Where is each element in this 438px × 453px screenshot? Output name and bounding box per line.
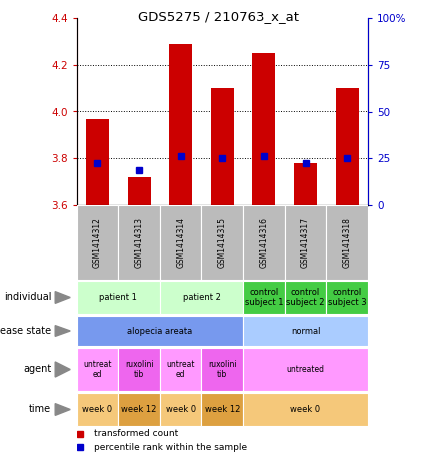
Bar bbox=[118, 393, 160, 426]
Text: week 0: week 0 bbox=[82, 405, 113, 414]
Bar bbox=[160, 281, 243, 314]
Bar bbox=[77, 348, 118, 391]
Text: GDS5275 / 210763_x_at: GDS5275 / 210763_x_at bbox=[138, 10, 300, 23]
Text: time: time bbox=[29, 405, 51, 414]
Bar bbox=[243, 281, 285, 314]
Bar bbox=[77, 205, 118, 280]
Text: ruxolini
tib: ruxolini tib bbox=[208, 360, 237, 379]
Text: patient 2: patient 2 bbox=[183, 293, 220, 302]
Text: agent: agent bbox=[23, 365, 51, 375]
Text: untreated: untreated bbox=[286, 365, 325, 374]
Text: untreat
ed: untreat ed bbox=[83, 360, 112, 379]
Text: GSM1414318: GSM1414318 bbox=[343, 217, 352, 268]
Text: untreat
ed: untreat ed bbox=[166, 360, 195, 379]
Text: alopecia areata: alopecia areata bbox=[127, 327, 192, 336]
Polygon shape bbox=[55, 292, 70, 304]
Bar bbox=[243, 348, 368, 391]
Text: week 12: week 12 bbox=[205, 405, 240, 414]
Bar bbox=[252, 53, 276, 205]
Bar bbox=[127, 177, 151, 205]
Bar bbox=[77, 316, 243, 347]
Polygon shape bbox=[55, 362, 70, 377]
Bar bbox=[336, 88, 359, 205]
Text: week 12: week 12 bbox=[121, 405, 157, 414]
Text: control
subject 2: control subject 2 bbox=[286, 288, 325, 307]
Bar bbox=[211, 88, 234, 205]
Text: GSM1414314: GSM1414314 bbox=[176, 217, 185, 268]
Text: GSM1414315: GSM1414315 bbox=[218, 217, 227, 268]
Text: week 0: week 0 bbox=[290, 405, 321, 414]
Text: normal: normal bbox=[291, 327, 320, 336]
Bar bbox=[201, 393, 243, 426]
Bar bbox=[160, 348, 201, 391]
Bar bbox=[77, 393, 118, 426]
Text: individual: individual bbox=[4, 293, 51, 303]
Bar bbox=[201, 348, 243, 391]
Polygon shape bbox=[55, 326, 70, 337]
Text: week 0: week 0 bbox=[166, 405, 196, 414]
Bar bbox=[243, 393, 368, 426]
Bar bbox=[243, 205, 285, 280]
Bar bbox=[326, 281, 368, 314]
Text: GSM1414317: GSM1414317 bbox=[301, 217, 310, 268]
Bar bbox=[243, 316, 368, 347]
Text: GSM1414316: GSM1414316 bbox=[259, 217, 268, 268]
Bar bbox=[77, 281, 160, 314]
Bar bbox=[326, 205, 368, 280]
Text: transformed count: transformed count bbox=[94, 429, 178, 438]
Bar bbox=[160, 205, 201, 280]
Bar bbox=[285, 205, 326, 280]
Bar bbox=[169, 43, 192, 205]
Text: patient 1: patient 1 bbox=[99, 293, 137, 302]
Text: GSM1414312: GSM1414312 bbox=[93, 217, 102, 268]
Bar bbox=[118, 348, 160, 391]
Text: disease state: disease state bbox=[0, 326, 51, 336]
Bar bbox=[118, 205, 160, 280]
Text: control
subject 1: control subject 1 bbox=[245, 288, 283, 307]
Polygon shape bbox=[55, 404, 70, 415]
Bar bbox=[285, 281, 326, 314]
Bar bbox=[294, 163, 317, 205]
Bar bbox=[201, 205, 243, 280]
Text: percentile rank within the sample: percentile rank within the sample bbox=[94, 443, 247, 452]
Bar bbox=[160, 393, 201, 426]
Text: control
subject 3: control subject 3 bbox=[328, 288, 367, 307]
Text: ruxolini
tib: ruxolini tib bbox=[125, 360, 153, 379]
Bar bbox=[86, 119, 109, 205]
Text: GSM1414313: GSM1414313 bbox=[134, 217, 144, 268]
